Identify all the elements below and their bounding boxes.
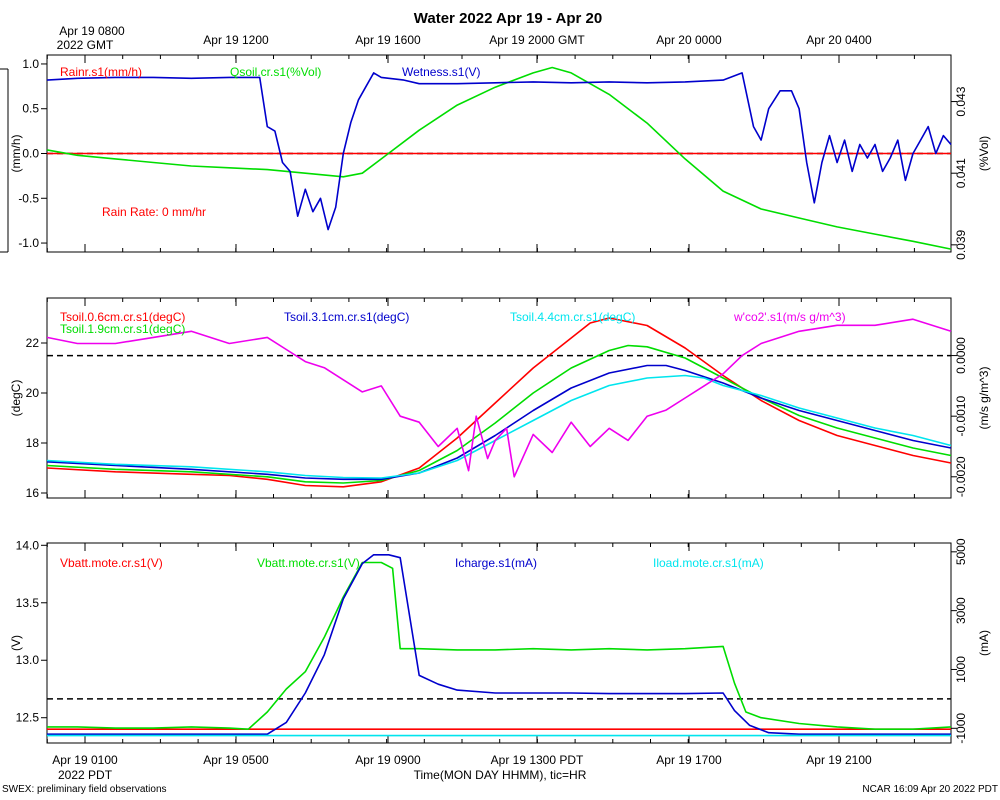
y-left-tick-label: 13.0: [16, 653, 40, 667]
top-axis-first-label-line1: Apr 19 0800: [59, 24, 125, 38]
panel-water: 1.0 0.5 0.0 -0.5 -1.0 (mm/h) 0.043 0.041 0.039 (%…: [9, 54, 991, 260]
panel-soil-temperature: 22 20 18 16 (degC) 0.0000 -0.0010 -0.0020 (m/s g…: [9, 297, 991, 500]
bottom-axis-label: Apr 19 0900: [355, 753, 421, 767]
legend-icharge: Icharge.s1(mA): [455, 556, 537, 570]
panel-battery-legend: Vbatt.mote.cr.s1(V) Vbatt.mote.cr.s1(V) …: [60, 556, 764, 570]
y-right-tick-label: -1000: [954, 713, 968, 744]
y-right-axis-label: (mA): [977, 630, 991, 656]
y-right-tick-label: -0.0010: [954, 396, 968, 437]
y-right-tick-label: 5000: [954, 538, 968, 565]
series-line-1-4: [46, 318, 952, 478]
y-left-axis-label: (mm/h): [9, 135, 23, 173]
y-right-tick-label: 1000: [954, 656, 968, 683]
top-axis-first-label-line2: 2022 GMT: [57, 38, 114, 52]
plot-frame: [46, 297, 952, 499]
y-left-tick-label: 22: [26, 336, 40, 350]
y-left-axis-label: (degC): [9, 380, 23, 417]
legend-tsoil-1-9: Tsoil.1.9cm.cr.s1(degC): [60, 322, 185, 336]
y-left-tick-label: 14.0: [16, 538, 40, 552]
legend-qsoil: Qsoil.cr.s1(%Vol): [230, 65, 321, 79]
series-line-0-2: [46, 72, 952, 231]
panel-battery: 14.0 13.5 13.0 12.5 (V) 5000 3000 1000 -1000 (mA): [9, 538, 991, 743]
y-right-tick-label: 0.039: [954, 229, 968, 259]
footer-left: SWEX: preliminary field observations: [2, 784, 167, 795]
top-axis: Apr 19 0800 2022 GMT Apr 19 1200 Apr 19 …: [57, 24, 872, 52]
legend-rainr: Rainr.s1(mm/h): [60, 65, 142, 79]
y-left-tick-label: 1.0: [22, 57, 39, 71]
bottom-axis-label: Apr 19 2100: [806, 753, 872, 767]
y-left-tick-label: 0.5: [22, 102, 39, 116]
x-axis-title: Time(MON DAY HHMM), tic=HR: [414, 768, 587, 782]
plot-frame: [46, 542, 952, 744]
y-right-tick-label: 0.0000: [954, 337, 968, 374]
chart-title: Water 2022 Apr 19 - Apr 20: [414, 10, 602, 27]
y-right-tick-label: 3000: [954, 597, 968, 624]
y-right-tick-label: 0.043: [954, 86, 968, 116]
bottom-axis-label: Apr 19 1700: [656, 753, 722, 767]
left-clipped-bracket: [0, 68, 9, 253]
top-axis-label: Apr 20 0400: [806, 33, 872, 47]
y-left-tick-label: -0.5: [18, 191, 39, 205]
legend-iload: Iload.mote.cr.s1(mA): [653, 556, 764, 570]
y-left-tick-label: 12.5: [16, 711, 40, 725]
rain-rate-annotation: Rain Rate: 0 mm/hr: [102, 205, 206, 219]
footer-right: NCAR 16:09 Apr 20 2022 PDT: [862, 784, 998, 795]
panel-water-legend: Rainr.s1(mm/h) Qsoil.cr.s1(%Vol) Wetness…: [60, 65, 480, 219]
legend-tsoil-0-6: Tsoil.0.6cm.cr.s1(degC): [60, 310, 185, 324]
y-right-tick-label: -0.0020: [954, 456, 968, 497]
y-left-tick-label: 16: [26, 486, 40, 500]
series-line-1-2: [46, 364, 952, 481]
top-axis-label: Apr 19 2000 GMT: [489, 33, 585, 47]
y-right-axis-label: (m/s g/m^3): [977, 367, 991, 430]
y-left-tick-label: 0.0: [22, 147, 39, 161]
legend-wetness: Wetness.s1(V): [402, 65, 480, 79]
top-axis-label: Apr 20 0000: [656, 33, 722, 47]
y-left-tick-label: -1.0: [18, 236, 39, 250]
y-left-axis-label: (V): [9, 635, 23, 651]
bottom-axis-label: Apr 19 0100: [52, 753, 118, 767]
bottom-axis-label: Apr 19 0500: [203, 753, 269, 767]
legend-vbatt-green: Vbatt.mote.cr.s1(V): [257, 556, 360, 570]
series-line-1-3: [46, 374, 952, 479]
top-axis-label: Apr 19 1600: [355, 33, 421, 47]
bottom-axis-label: Apr 19 1300 PDT: [491, 753, 584, 767]
y-left-tick-label: 18: [26, 436, 40, 450]
bottom-axis: Apr 19 0100 Apr 19 0500 Apr 19 0900 Apr …: [52, 753, 872, 782]
y-right-axis-label: (%Vol): [977, 136, 991, 171]
series-line-2-1: [47, 561, 952, 731]
bottom-axis-year: 2022 PDT: [58, 768, 113, 782]
series-line-1-0: [46, 317, 952, 488]
series-line-1-1: [46, 344, 952, 484]
panel-soil-legend: Tsoil.0.6cm.cr.s1(degC) Tsoil.1.9cm.cr.s…: [60, 310, 846, 336]
series-line-0-1: [46, 66, 952, 250]
legend-tsoil-3-1: Tsoil.3.1cm.cr.s1(degC): [284, 310, 409, 324]
top-axis-label: Apr 19 1200: [203, 33, 269, 47]
y-right-tick-label: 0.041: [954, 158, 968, 188]
legend-wco2: w'co2'.s1(m/s g/m^3): [733, 310, 846, 324]
series-line-2-2: [47, 553, 951, 736]
legend-tsoil-4-4: Tsoil.4.4cm.cr.s1(degC): [510, 310, 635, 324]
legend-vbatt-red: Vbatt.mote.cr.s1(V): [60, 556, 163, 570]
y-left-tick-label: 20: [26, 386, 40, 400]
y-left-tick-label: 13.5: [16, 596, 40, 610]
